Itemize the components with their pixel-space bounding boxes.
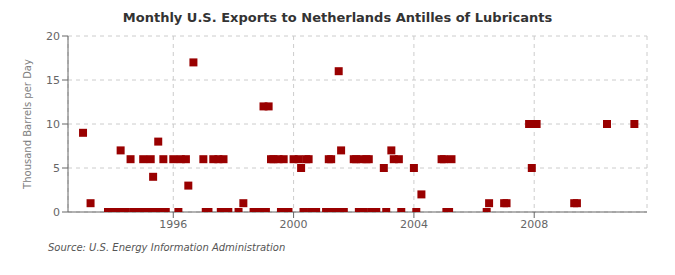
svg-text:2000: 2000 <box>280 218 308 231</box>
svg-text:1996: 1996 <box>159 218 187 231</box>
svg-text:10: 10 <box>46 118 60 131</box>
html-text:Source: U.S. Energy Informatio: Source: U.S. Energy Information Administ… <box>48 242 286 253</box>
svg-text:15: 15 <box>46 74 60 87</box>
svg-text:2004: 2004 <box>400 218 428 231</box>
html-text:Monthly U.S. Exports to Nether: Monthly U.S. Exports to Netherlands Anti… <box>122 10 553 25</box>
svg-text:Thousand Barrels per Day: Thousand Barrels per Day <box>22 59 33 190</box>
svg-text:2008: 2008 <box>520 218 548 231</box>
svg-text:0: 0 <box>53 206 60 219</box>
svg-text:20: 20 <box>46 30 60 43</box>
svg-text:5: 5 <box>53 162 60 175</box>
